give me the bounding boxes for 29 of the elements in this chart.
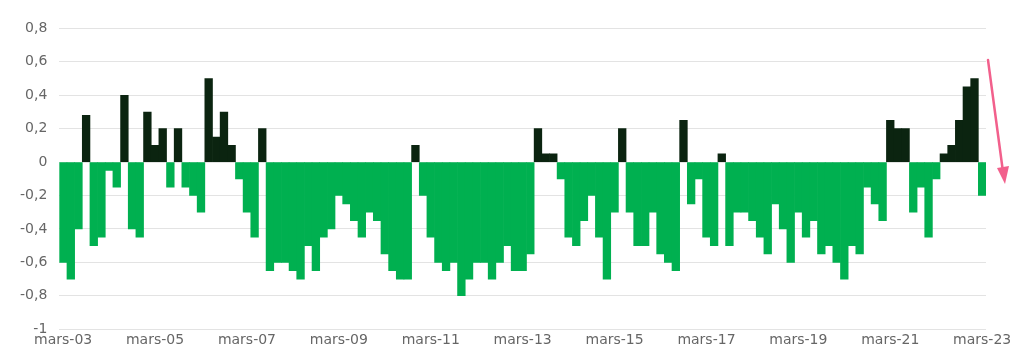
x-tick-label: mars-07 <box>217 331 277 348</box>
bar <box>978 162 986 196</box>
bar <box>618 128 627 162</box>
y-tick-label: 0,6 <box>25 52 48 69</box>
bar <box>81 114 91 162</box>
bar <box>717 153 726 162</box>
bar <box>411 145 420 162</box>
y-tick-label: 0,8 <box>25 19 48 36</box>
y-tick-label: -0,6 <box>19 253 48 269</box>
x-tick-label: mars-15 <box>585 331 644 348</box>
x-tick-label: mars-09 <box>309 331 368 348</box>
y-tick-label: -0,8 <box>19 286 48 303</box>
x-tick-label: mars-19 <box>769 331 828 348</box>
y-tick-label: -0,2 <box>19 186 48 203</box>
bar <box>679 119 688 162</box>
x-tick-label: mars-11 <box>401 331 460 348</box>
bar <box>258 128 267 162</box>
y-tick-label: -0,4 <box>19 219 48 236</box>
y-tick-label: 0,4 <box>25 85 48 102</box>
y-tick-label: 0,2 <box>25 119 48 136</box>
x-tick-label: mars-21 <box>861 331 920 348</box>
x-tick-label: mars-17 <box>677 331 736 348</box>
bar <box>173 128 183 162</box>
bar <box>120 94 129 162</box>
y-tick-label: 0 <box>38 152 48 169</box>
x-tick-label: mars-13 <box>493 331 552 348</box>
x-tick-label: mars-05 <box>125 331 185 348</box>
bar <box>166 162 175 188</box>
x-tick-label: mars-23 <box>953 331 1012 348</box>
